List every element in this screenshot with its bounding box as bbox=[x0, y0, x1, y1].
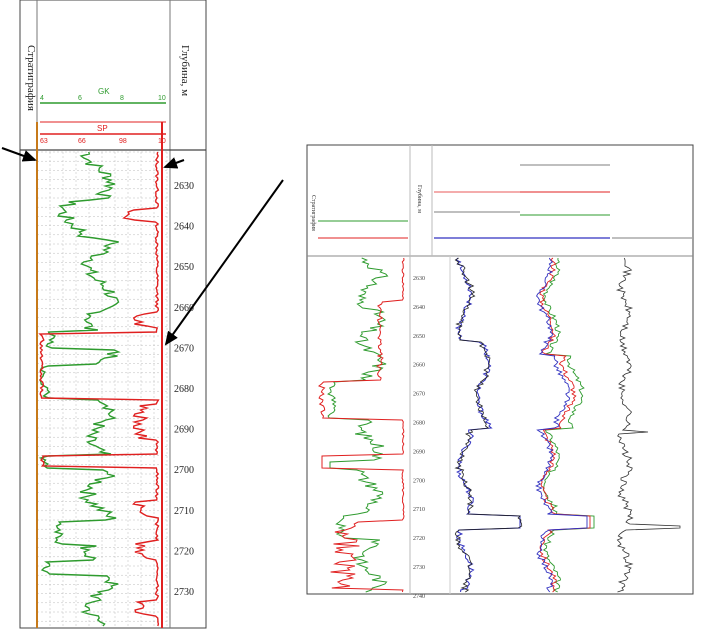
gk-label: GK bbox=[98, 87, 110, 96]
gk-tick-2: 8 bbox=[120, 95, 124, 102]
sp-curve bbox=[38, 151, 160, 627]
arrow-long bbox=[164, 179, 284, 346]
depth-tick-label: 2640 bbox=[174, 222, 194, 233]
depth-tick-labels: 2630 2640 2650 2660 2670 2680 2690 2700 2710 2720… bbox=[174, 181, 194, 598]
depth-tick-label: 2630 bbox=[174, 181, 194, 192]
right-track2-black bbox=[454, 257, 523, 593]
sp-tick-0: 63 bbox=[40, 138, 48, 145]
depth-tick-label: 2730 bbox=[174, 587, 194, 598]
right-depth-tick-labels: 2630 2640 2650 2660 2670 2680 2690 2700 2710 2720… bbox=[413, 276, 425, 600]
right-track4-black bbox=[615, 257, 681, 593]
gk-tick-1: 6 bbox=[78, 95, 82, 102]
right-track3-green bbox=[542, 257, 595, 593]
right-depth-tick-label: 2680 bbox=[413, 421, 425, 427]
gk-tick-3: 10 bbox=[158, 95, 166, 102]
right-track3-blue bbox=[535, 257, 588, 593]
right-depth-tick-label: 2670 bbox=[413, 392, 425, 398]
depth-tick-label: 2660 bbox=[174, 303, 194, 314]
sp-tick-1: 66 bbox=[78, 138, 86, 145]
depth-tick-label: 2680 bbox=[174, 384, 194, 395]
sp-label: SP bbox=[97, 124, 108, 133]
left-log-panel: Стратиграфия Глубина, м GK 4 6 8 10 SP 6… bbox=[19, 0, 207, 629]
right-header-scales bbox=[318, 164, 692, 239]
right-depth-tick-label: 2630 bbox=[413, 276, 425, 282]
right-log-panel: Стратиграфия Глубина, м 2630 2640 2650 2660… bbox=[306, 144, 694, 600]
right-depth-tick-label: 2700 bbox=[413, 478, 425, 484]
right-stratigraphy-label: Стратиграфия bbox=[310, 195, 317, 231]
depth-tick-label: 2650 bbox=[174, 262, 194, 273]
right-depth-column-label: Глубина, м bbox=[416, 185, 423, 213]
gk-tick-0: 4 bbox=[40, 95, 44, 102]
right-depth-tick-label: 2730 bbox=[413, 565, 425, 571]
left-plot-grid bbox=[37, 151, 168, 628]
stratigraphy-label: Стратиграфия bbox=[25, 45, 37, 111]
right-depth-tick-label: 2690 bbox=[413, 449, 425, 455]
right-depth-tick-label: 2720 bbox=[413, 536, 425, 542]
depth-tick-label: 2690 bbox=[174, 425, 194, 436]
gk-curve bbox=[38, 151, 121, 627]
right-depth-tick-label: 2710 bbox=[413, 507, 425, 513]
arrow-left bbox=[1, 147, 37, 162]
depth-tick-label: 2710 bbox=[174, 506, 194, 517]
sp-tick-2: 98 bbox=[119, 138, 127, 145]
right-depth-tick-label: 2660 bbox=[413, 363, 425, 369]
depth-tick-label: 2720 bbox=[174, 546, 194, 557]
right-depth-tick-label: 2650 bbox=[413, 334, 425, 340]
annotation-arrows bbox=[1, 147, 284, 346]
right-depth-tick-label: 2740 bbox=[413, 594, 425, 600]
depth-tick-label: 2670 bbox=[174, 343, 194, 354]
right-depth-tick-label: 2640 bbox=[413, 305, 425, 311]
arrow-top-right bbox=[163, 157, 185, 169]
gk-scale: GK 4 6 8 10 bbox=[40, 87, 166, 104]
depth-tick-label: 2700 bbox=[174, 465, 194, 476]
right-sp-curve bbox=[317, 257, 405, 593]
right-track3-red bbox=[539, 257, 591, 593]
depth-column-label: Глубина, м bbox=[179, 45, 191, 96]
